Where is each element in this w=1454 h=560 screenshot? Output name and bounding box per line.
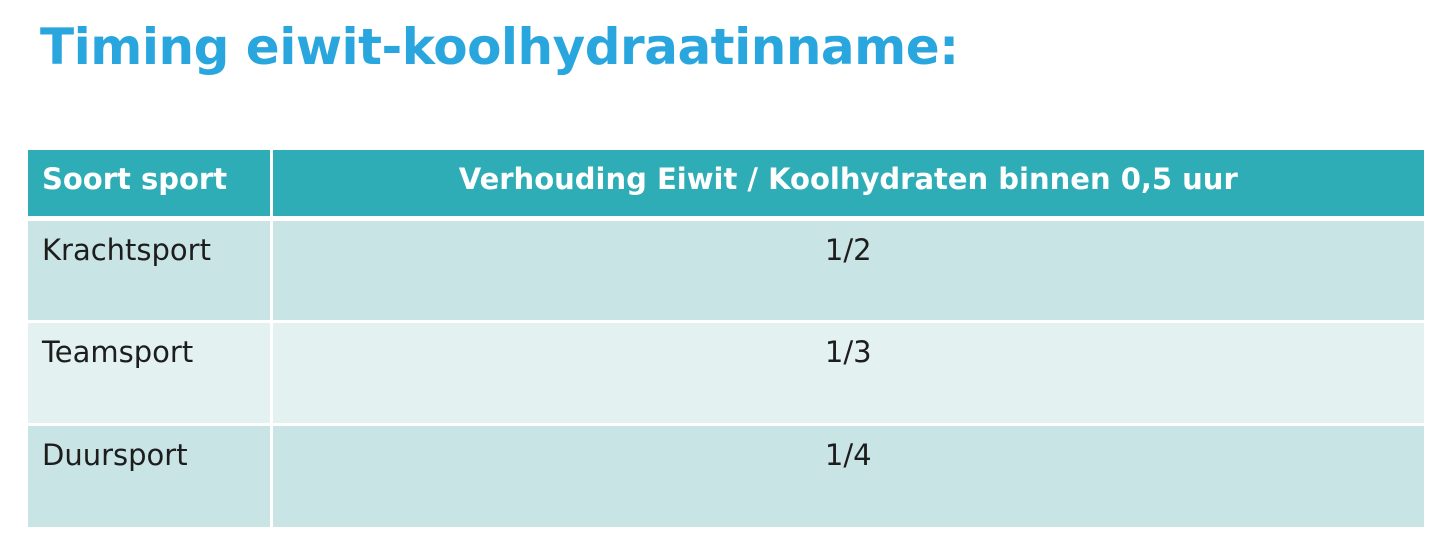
table-body: Krachtsport 1/2 Teamsport 1/3 Duursport … [28,216,1424,527]
ratio-cell: 1/4 [269,422,1424,527]
header-ratio: Verhouding Eiwit / Koolhydraten binnen 0… [269,150,1424,221]
sport-ratio-table: Soort sport Verhouding Eiwit / Koolhydra… [28,150,1424,527]
sport-cell: Teamsport [28,319,271,424]
slide-title: Timing eiwit-koolhydraatinname: [40,18,959,76]
table-row: Teamsport 1/3 [28,319,1424,424]
sport-cell: Krachtsport [28,216,271,321]
ratio-cell: 1/2 [269,216,1424,321]
header-row: Soort sport Verhouding Eiwit / Koolhydra… [28,150,1424,221]
ratio-cell: 1/3 [269,319,1424,424]
sport-cell: Duursport [28,422,271,527]
table-header: Soort sport Verhouding Eiwit / Koolhydra… [28,150,1424,221]
table-row: Krachtsport 1/2 [28,216,1424,321]
table-row: Duursport 1/4 [28,422,1424,527]
header-sport: Soort sport [28,150,271,221]
